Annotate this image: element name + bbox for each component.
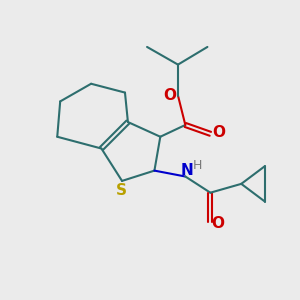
Text: H: H: [193, 159, 202, 172]
Text: O: O: [212, 125, 225, 140]
Text: S: S: [116, 183, 127, 198]
Text: O: O: [211, 216, 224, 231]
Text: N: N: [180, 163, 193, 178]
Text: O: O: [163, 88, 176, 103]
